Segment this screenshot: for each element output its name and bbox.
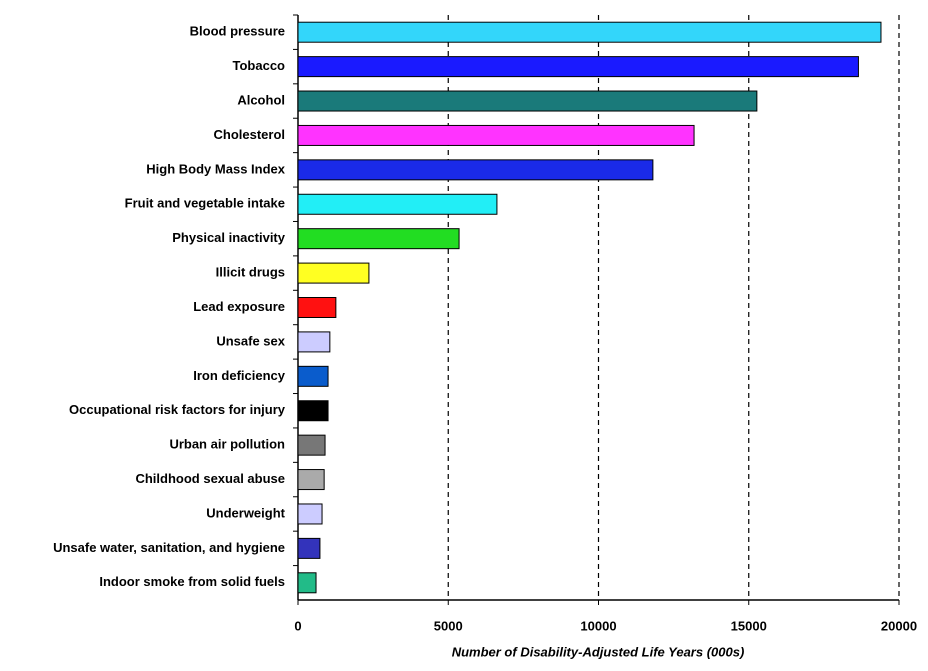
bar — [297, 572, 317, 594]
bar — [297, 365, 329, 387]
x-tick-label: 20000 — [881, 618, 917, 633]
bar — [297, 262, 370, 284]
bar — [297, 21, 882, 43]
y-tick-label: Urban air pollution — [169, 437, 285, 452]
bar — [297, 537, 321, 559]
x-tick-label: 0 — [294, 618, 301, 633]
bar — [297, 469, 325, 491]
bar — [297, 193, 498, 215]
bar — [297, 56, 859, 78]
bar — [297, 124, 695, 146]
y-tick-label: Lead exposure — [193, 299, 285, 314]
x-tick-label: 15000 — [731, 618, 767, 633]
bar — [297, 503, 323, 525]
bar — [297, 159, 654, 181]
y-tick-label: Illicit drugs — [216, 265, 285, 280]
x-tick-label: 5000 — [434, 618, 463, 633]
bar — [297, 228, 460, 250]
y-tick-label: Childhood sexual abuse — [135, 471, 285, 486]
bar — [297, 400, 329, 422]
bar — [297, 297, 337, 318]
x-tick-label: 10000 — [580, 618, 616, 633]
y-tick-label: Alcohol — [237, 92, 285, 107]
y-tick-label: High Body Mass Index — [146, 161, 285, 176]
bar — [297, 90, 758, 112]
y-tick-label: Tobacco — [233, 58, 286, 73]
y-tick-label: Cholesterol — [213, 127, 285, 142]
bar — [297, 331, 331, 353]
y-tick-label: Indoor smoke from solid fuels — [99, 574, 285, 589]
y-tick-label: Blood pressure — [190, 24, 285, 39]
bar — [297, 434, 326, 456]
y-tick-label: Unsafe water, sanitation, and hygiene — [53, 540, 285, 555]
y-tick-label: Underweight — [206, 505, 285, 520]
y-tick-label: Iron deficiency — [193, 368, 286, 383]
x-axis-label: Number of Disability-Adjusted Life Years… — [452, 644, 745, 659]
y-tick-label: Unsafe sex — [216, 333, 285, 348]
y-tick-label: Physical inactivity — [172, 230, 285, 245]
y-tick-label: Occupational risk factors for injury — [69, 402, 286, 417]
y-tick-label: Fruit and vegetable intake — [125, 196, 285, 211]
